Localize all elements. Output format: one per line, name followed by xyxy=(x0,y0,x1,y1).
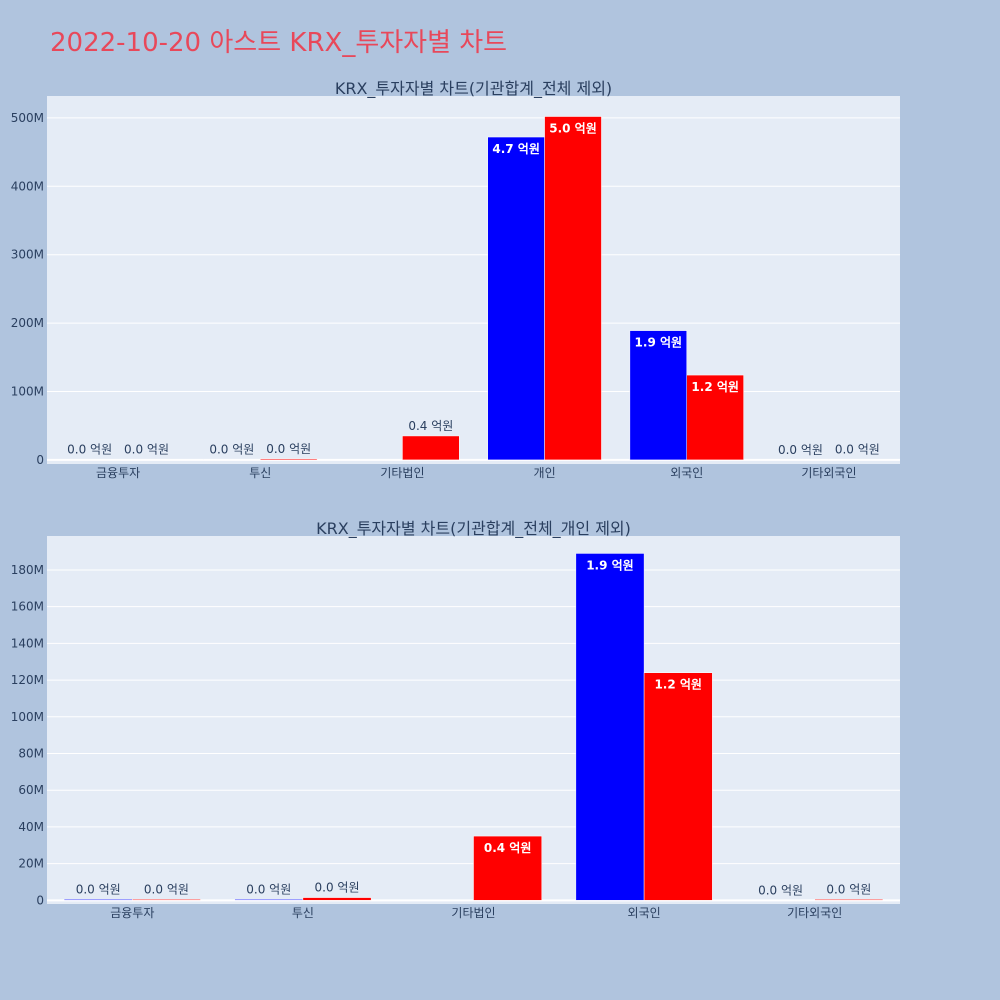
y-tick-label: 20M xyxy=(18,857,44,871)
x-tick-label: 기타외국인 xyxy=(787,906,842,920)
y-tick-label: 100M xyxy=(11,384,44,398)
x-tick-label: 금융투자 xyxy=(110,906,154,920)
y-tick-label: 300M xyxy=(11,248,44,262)
x-tick-label: 개인 xyxy=(534,466,556,480)
bar xyxy=(629,330,688,461)
bar xyxy=(132,899,201,901)
y-tick-label: 100M xyxy=(11,710,44,724)
bar xyxy=(575,553,645,901)
x-tick-label: 투신 xyxy=(249,466,271,480)
bar xyxy=(814,899,884,901)
y-tick-label: 0 xyxy=(36,453,44,467)
data-label: 1.9 억원 xyxy=(586,558,634,572)
y-tick-label: 160M xyxy=(11,600,44,614)
x-tick-label: 기타법인 xyxy=(380,466,424,480)
chart-top: KRX_투자자별 차트(기관합계_전체 제외) 0 100M 200M 300M 400M… xyxy=(11,79,900,480)
bar xyxy=(686,374,744,461)
data-label: 0.0 억원 xyxy=(826,882,871,896)
y-tick-label: 200M xyxy=(11,316,44,330)
bar xyxy=(63,899,133,901)
bar xyxy=(234,899,304,901)
y-tick-label: 120M xyxy=(11,673,44,687)
bar xyxy=(487,136,545,461)
data-label: 1.9 억원 xyxy=(635,336,683,350)
y-tick-label: 80M xyxy=(18,746,44,760)
page-title: 2022-10-20 아스트 KRX_투자자별 차트 xyxy=(50,28,508,58)
chart-title: KRX_투자자별 차트(기관합계_전체_개인 제외) xyxy=(316,519,631,539)
data-label: 0.0 억원 xyxy=(209,443,254,457)
chart-title: KRX_투자자별 차트(기관합계_전체 제외) xyxy=(335,79,612,99)
chart-bottom: KRX_투자자별 차트(기관합계_전체_개인 제외) 0 20M 40M 60M 80M 1… xyxy=(11,519,900,920)
plot-area xyxy=(47,96,900,464)
data-label: 1.2 억원 xyxy=(654,678,702,692)
y-tick-label: 180M xyxy=(11,563,44,577)
x-tick-label: 기타법인 xyxy=(451,906,495,920)
bar xyxy=(643,672,713,901)
data-label: 0.0 억원 xyxy=(67,443,112,457)
data-label: 0.0 억원 xyxy=(778,443,823,457)
bar xyxy=(302,897,372,901)
data-label: 0.4 억원 xyxy=(408,419,453,433)
data-label: 0.0 억원 xyxy=(835,443,880,457)
bar xyxy=(544,116,602,461)
bar xyxy=(402,435,460,461)
y-tick-label: 400M xyxy=(11,179,44,193)
y-tick-label: 140M xyxy=(11,636,44,650)
y-tick-label: 0 xyxy=(36,893,44,907)
data-label: 1.2 억원 xyxy=(691,380,739,394)
x-tick-label: 투신 xyxy=(292,906,314,920)
data-label: 0.0 억원 xyxy=(246,882,291,896)
data-label: 0.0 억원 xyxy=(144,882,189,896)
data-label: 0.0 억원 xyxy=(124,443,169,457)
y-tick-label: 40M xyxy=(18,820,44,834)
data-label: 0.0 억원 xyxy=(315,881,360,895)
data-label: 0.0 억원 xyxy=(758,883,803,897)
x-tick-label: 외국인 xyxy=(670,466,703,480)
y-tick-label: 60M xyxy=(18,783,44,797)
x-tick-label: 외국인 xyxy=(628,906,661,920)
bar xyxy=(473,835,542,901)
data-label: 5.0 억원 xyxy=(549,122,597,136)
data-label: 0.4 억원 xyxy=(484,841,532,855)
y-tick-label: 500M xyxy=(11,111,44,125)
x-tick-label: 기타외국인 xyxy=(801,466,856,480)
bar xyxy=(260,458,318,461)
data-label: 4.7 억원 xyxy=(492,142,540,156)
x-tick-label: 금융투자 xyxy=(96,466,140,480)
data-label: 0.0 억원 xyxy=(76,882,121,896)
data-label: 0.0 억원 xyxy=(266,442,311,456)
